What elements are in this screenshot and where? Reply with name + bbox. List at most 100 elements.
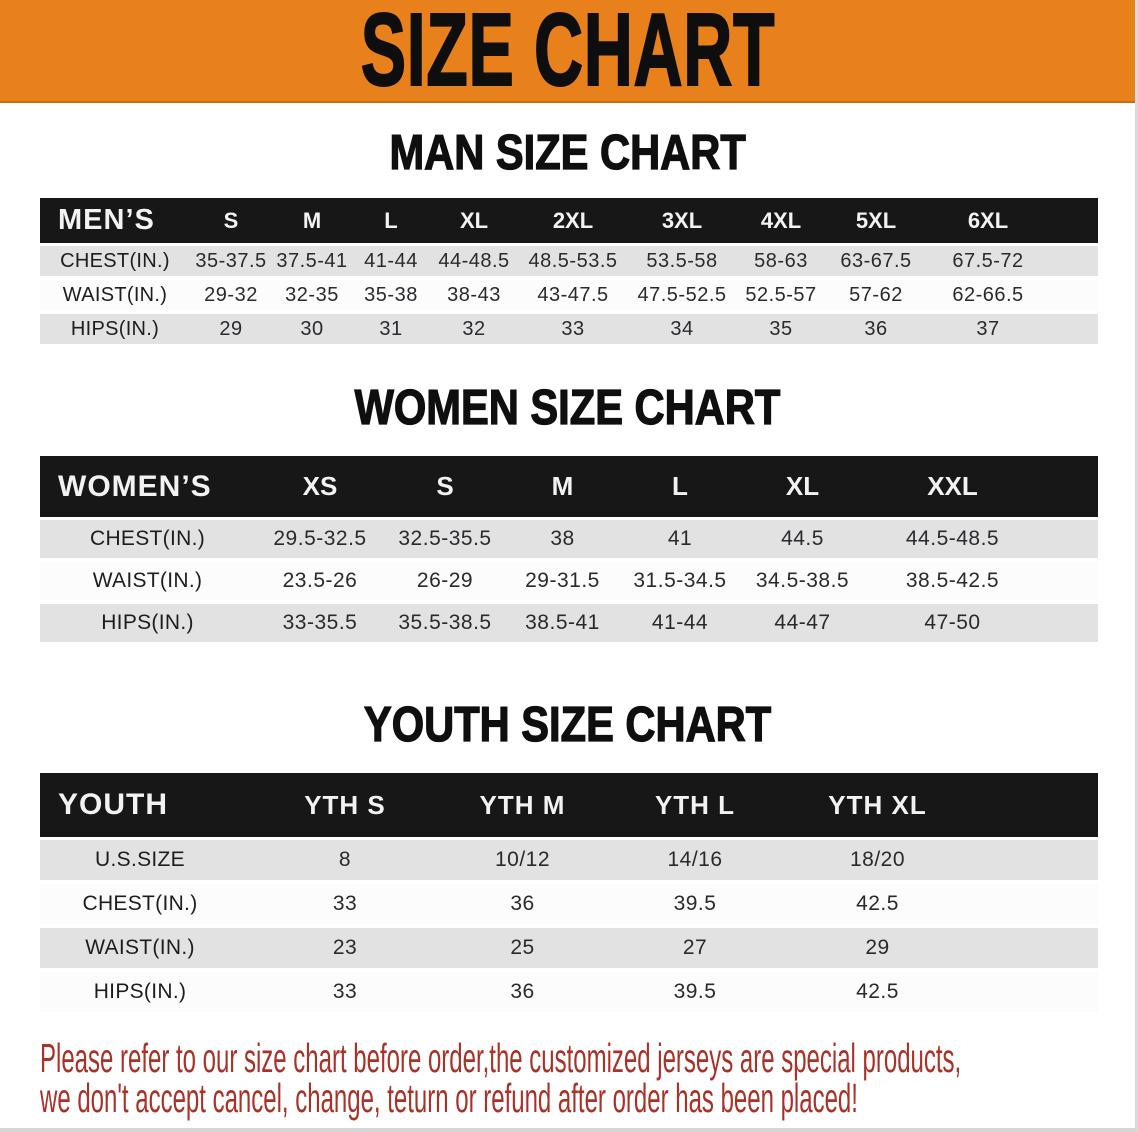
women-size-value-cell: 44.5-48.5	[865, 520, 1040, 562]
women-size-header-cell: XS	[255, 456, 385, 520]
women-size-header-cell: XL	[740, 456, 865, 520]
men-size-header-cell: 5XL	[826, 198, 926, 246]
men-size-table: MEN’S S M L XL 2XL 3XL 4XL 5XL 6XL CHEST(IN.) 35-3…	[40, 198, 1098, 348]
youth-section-heading: YOUTH SIZE CHART	[0, 700, 1135, 750]
youth-size-header-cell: YTH M	[450, 773, 595, 840]
women-size-value-cell: 34.5-38.5	[740, 562, 865, 604]
youth-size-value-cell: 8	[240, 840, 450, 884]
men-size-value-cell: 53.5-58	[628, 246, 736, 280]
men-size-value-cell: 47.5-52.5	[628, 280, 736, 314]
youth-size-value-cell: 33	[240, 884, 450, 928]
men-size-header-cell: L	[352, 198, 430, 246]
youth-size-value-cell: 14/16	[595, 840, 795, 884]
men-size-value-cell: 31	[352, 314, 430, 348]
women-section-heading-text: WOMEN SIZE CHART	[354, 381, 781, 435]
youth-size-header-cell: YTH L	[595, 773, 795, 840]
women-row-label: WAIST(IN.)	[40, 562, 255, 604]
women-size-value-cell: 38.5-41	[505, 604, 620, 646]
spacer-cell	[960, 884, 1098, 928]
banner: SIZE CHART	[0, 0, 1135, 103]
men-size-header-cell: 2XL	[518, 198, 628, 246]
spacer-cell	[960, 928, 1098, 972]
youth-size-value-cell: 36	[450, 972, 595, 1016]
women-size-header-cell: M	[505, 456, 620, 520]
women-size-value-cell: 41-44	[620, 604, 740, 646]
women-size-value-cell: 47-50	[865, 604, 1040, 646]
women-size-value-cell: 44-47	[740, 604, 865, 646]
women-size-value-cell: 38.5-42.5	[865, 562, 1040, 604]
men-size-value-cell: 35-37.5	[190, 246, 272, 280]
women-row-label: HIPS(IN.)	[40, 604, 255, 646]
youth-table-row: U.S.SIZE 8 10/12 14/16 18/20	[40, 840, 1098, 884]
women-size-header-cell: XXL	[865, 456, 1040, 520]
men-table-row: WAIST(IN.) 29-32 32-35 35-38 38-43 43-47.5 47.…	[40, 280, 1098, 314]
men-table-row: CHEST(IN.) 35-37.5 37.5-41 41-44 44-48.5 48.5…	[40, 246, 1098, 280]
men-size-header-cell: S	[190, 198, 272, 246]
men-size-value-cell: 57-62	[826, 280, 926, 314]
men-size-value-cell: 41-44	[352, 246, 430, 280]
women-table-row: CHEST(IN.) 29.5-32.5 32.5-35.5 38 41 44.5 44.5…	[40, 520, 1098, 562]
youth-size-value-cell: 27	[595, 928, 795, 972]
disclaimer-note: Please refer to our size chart before or…	[40, 1038, 1135, 1119]
youth-size-value-cell: 33	[240, 972, 450, 1016]
men-section-heading-text: MAN SIZE CHART	[389, 126, 746, 180]
spacer-cell	[1050, 314, 1098, 348]
women-size-value-cell: 31.5-34.5	[620, 562, 740, 604]
women-size-value-cell: 32.5-35.5	[385, 520, 505, 562]
youth-size-table: YOUTH YTH S YTH M YTH L YTH XL U.S.SIZE 8 10/1…	[40, 773, 1098, 1016]
women-size-value-cell: 38	[505, 520, 620, 562]
men-size-value-cell: 37.5-41	[272, 246, 352, 280]
women-header-row: WOMEN’S XS S M L XL XXL	[40, 456, 1098, 520]
men-size-value-cell: 58-63	[736, 246, 826, 280]
spacer-cell	[960, 840, 1098, 884]
youth-row-label: HIPS(IN.)	[40, 972, 240, 1016]
youth-row-label: WAIST(IN.)	[40, 928, 240, 972]
women-table-corner-label: WOMEN’S	[40, 456, 255, 520]
men-size-value-cell: 29-32	[190, 280, 272, 314]
men-size-value-cell: 36	[826, 314, 926, 348]
women-size-value-cell: 29.5-32.5	[255, 520, 385, 562]
men-table-row: HIPS(IN.) 29 30 31 32 33 34 35 36 37	[40, 314, 1098, 348]
men-size-header-cell: M	[272, 198, 352, 246]
men-size-value-cell: 32-35	[272, 280, 352, 314]
men-size-value-cell: 43-47.5	[518, 280, 628, 314]
women-row-label: CHEST(IN.)	[40, 520, 255, 562]
spacer-cell	[1050, 246, 1098, 280]
women-section-heading: WOMEN SIZE CHART	[0, 381, 1135, 435]
men-size-value-cell: 44-48.5	[430, 246, 518, 280]
youth-size-value-cell: 29	[795, 928, 960, 972]
women-size-value-cell: 35.5-38.5	[385, 604, 505, 646]
men-header-row: MEN’S S M L XL 2XL 3XL 4XL 5XL 6XL	[40, 198, 1098, 246]
youth-size-value-cell: 10/12	[450, 840, 595, 884]
men-size-value-cell: 34	[628, 314, 736, 348]
youth-size-value-cell: 39.5	[595, 884, 795, 928]
women-table-row: HIPS(IN.) 33-35.5 35.5-38.5 38.5-41 41-44 44-…	[40, 604, 1098, 646]
men-size-value-cell: 35	[736, 314, 826, 348]
youth-header-row: YOUTH YTH S YTH M YTH L YTH XL	[40, 773, 1098, 840]
spacer-cell	[960, 972, 1098, 1016]
men-table-corner-label: MEN’S	[40, 198, 190, 246]
youth-table-row: CHEST(IN.) 33 36 39.5 42.5	[40, 884, 1098, 928]
men-section-heading: MAN SIZE CHART	[0, 126, 1135, 180]
youth-size-value-cell: 42.5	[795, 972, 960, 1016]
men-size-value-cell: 52.5-57	[736, 280, 826, 314]
women-size-value-cell: 29-31.5	[505, 562, 620, 604]
youth-row-label: U.S.SIZE	[40, 840, 240, 884]
youth-size-value-cell: 25	[450, 928, 595, 972]
men-size-value-cell: 38-43	[430, 280, 518, 314]
men-size-value-cell: 62-66.5	[926, 280, 1050, 314]
men-row-label: WAIST(IN.)	[40, 280, 190, 314]
women-size-value-cell: 23.5-26	[255, 562, 385, 604]
men-size-header-cell: 6XL	[926, 198, 1050, 246]
spacer-cell	[1050, 198, 1098, 246]
youth-size-value-cell: 42.5	[795, 884, 960, 928]
youth-size-value-cell: 36	[450, 884, 595, 928]
men-size-header-cell: 3XL	[628, 198, 736, 246]
youth-size-header-cell: YTH XL	[795, 773, 960, 840]
men-size-header-cell: 4XL	[736, 198, 826, 246]
youth-size-value-cell: 18/20	[795, 840, 960, 884]
youth-table-corner-label: YOUTH	[40, 773, 240, 840]
banner-title: SIZE CHART	[360, 0, 775, 103]
men-size-value-cell: 33	[518, 314, 628, 348]
